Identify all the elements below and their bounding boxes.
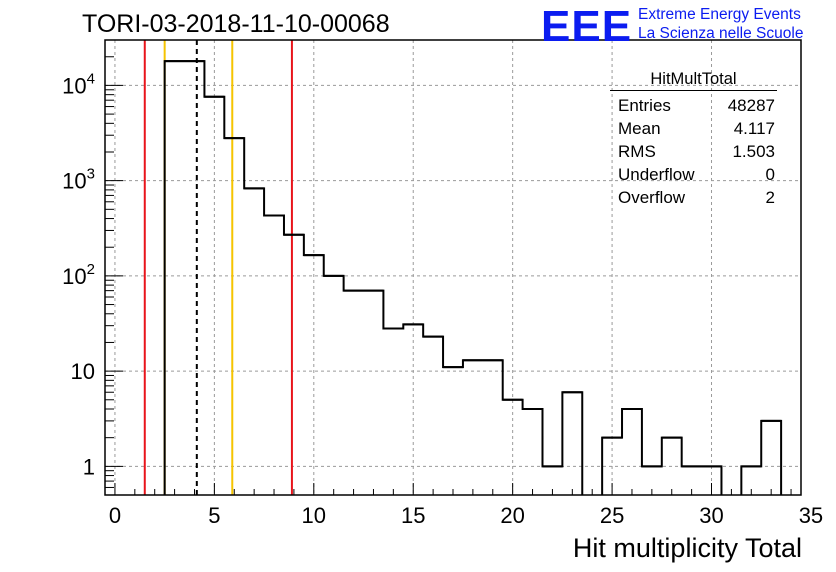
stats-label: Overflow [618,188,686,207]
x-tick-label: 5 [208,503,220,528]
x-tick-label: 20 [500,503,524,528]
stats-value: 48287 [727,96,775,115]
stats-row-entries: Entries 48287 [612,94,775,117]
stats-row-overflow: Overflow 2 [612,186,775,209]
stats-value: 1.503 [732,142,775,161]
stats-value: 2 [765,188,775,207]
x-tick-label: 30 [699,503,723,528]
plot-title: TORI-03-2018-11-10-00068 [82,10,390,38]
stats-divider [610,90,777,91]
stats-value: 4.117 [733,119,775,138]
stats-label: Entries [618,96,671,115]
grid [105,40,801,495]
y-tick-label: 104 [62,70,95,98]
stats-row-rms: RMS 1.503 [612,140,775,163]
axis-ticks [105,39,792,496]
y-tick-label: 103 [62,166,95,194]
stats-label: RMS [618,142,656,161]
x-tick-label: 10 [302,503,326,528]
reference-lines [143,40,293,495]
stats-label: Underflow [618,165,695,184]
x-tick-label: 0 [109,503,121,528]
eee-logo: EEE [541,2,633,51]
y-tick-label: 102 [62,261,95,289]
stats-title: HitMultTotal [650,70,737,88]
stats-row-underflow: Underflow 0 [612,163,775,186]
y-tick-label: 10 [71,359,95,384]
x-tick-label: 15 [401,503,425,528]
x-axis-label: Hit multiplicity Total [572,533,802,563]
histogram-outline [163,60,783,495]
stats-label: Mean [618,119,661,138]
histogram-series [163,60,783,495]
x-tick-label: 35 [799,503,823,528]
stats-box: HitMultTotal Entries 48287 Mean 4.117 RM… [610,70,777,209]
stats-row-mean: Mean 4.117 [612,117,775,140]
logo-line-1: Extreme Energy Events [638,6,801,23]
x-tick-label: 25 [600,503,624,528]
y-tick-label: 1 [83,454,95,479]
logo-line-2: La Scienza nelle Scuole [638,25,804,42]
stats-value: 0 [765,165,775,184]
